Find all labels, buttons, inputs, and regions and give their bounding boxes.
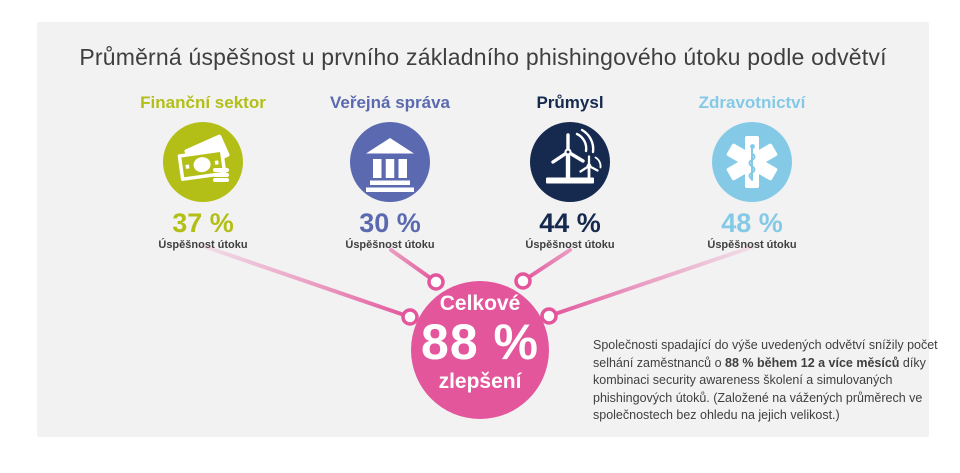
wind-turbine-icon: [530, 122, 610, 202]
sector-industry-value: 44 %: [539, 208, 601, 238]
sector-public-admin-name: Veřejná správa: [329, 93, 451, 112]
description-part1: Společnosti spadající do výše uvedených …: [593, 338, 938, 370]
description-bold: 88 % během 12 a více měsíců: [725, 355, 900, 370]
sector-financial-label: Úspěšnost útoku: [158, 239, 248, 251]
summary-circle-text: Celkové 88 % zlepšení: [400, 292, 560, 394]
sector-financial-name: Finanční sektor: [140, 93, 266, 112]
sector-financial: Finanční sektor 37 % Úspěšnost útoku: [113, 92, 293, 251]
summary-value: 88 %: [421, 314, 539, 370]
sector-public-admin-value: 30 %: [359, 208, 421, 238]
sector-healthcare: Zdravotnictví 48 % Úspěšnost útoku: [662, 92, 842, 251]
money-icon: [163, 122, 243, 202]
description-text: Společnosti spadající do výše uvedených …: [593, 337, 938, 425]
summary-line1: Celkové: [439, 292, 521, 315]
sector-industry: Průmysl 44 % Úspěšnost útoku: [480, 92, 660, 251]
sector-healthcare-label: Úspěšnost útoku: [707, 239, 797, 251]
star-of-life-icon: [712, 122, 792, 202]
page-title: Průměrná úspěšnost u prvního základního …: [79, 44, 887, 70]
sector-industry-name: Průmysl: [536, 93, 604, 112]
sector-financial-value: 37 %: [172, 208, 234, 238]
sector-healthcare-value: 48 %: [721, 208, 783, 238]
sector-public-admin: Veřejná správa 30 % Úspěšnost útoku: [300, 92, 480, 251]
description-part2: díky kombinaci security awareness školen…: [593, 355, 926, 423]
sector-public-admin-label: Úspěšnost útoku: [345, 239, 435, 251]
sector-industry-label: Úspěšnost útoku: [525, 239, 615, 251]
sector-healthcare-name: Zdravotnictví: [698, 93, 806, 112]
summary-line2: zlepšení: [438, 370, 522, 393]
bank-icon: [350, 122, 430, 202]
